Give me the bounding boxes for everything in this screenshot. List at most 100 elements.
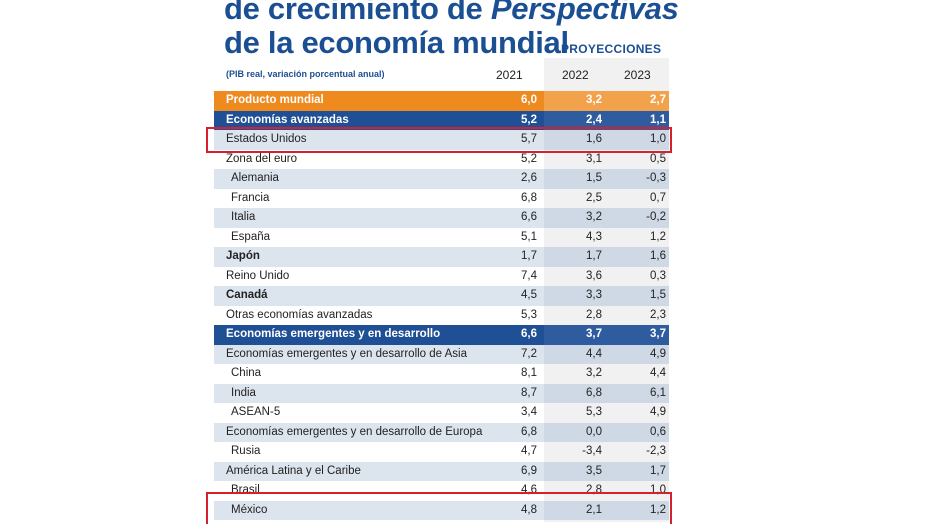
projection-column-shade xyxy=(544,481,669,501)
row-value: 4,8 xyxy=(521,503,537,516)
row-label: Economías avanzadas xyxy=(226,113,349,126)
row-value: 8,7 xyxy=(521,386,537,399)
projection-column-shade xyxy=(544,208,669,228)
row-value: 4,4 xyxy=(586,347,602,360)
row-value: 6,6 xyxy=(521,211,537,223)
table-row: Rusia 4,7 -3,4 -2,3 xyxy=(214,442,669,462)
row-value: 1,5 xyxy=(650,289,666,301)
row-label: Reino Unido xyxy=(226,269,290,282)
row-value: 0,5 xyxy=(650,152,666,165)
row-label: Economías emergentes y en desarrollo xyxy=(226,328,441,340)
row-value: 4,3 xyxy=(586,230,602,243)
row-value: -0,2 xyxy=(646,211,666,223)
projection-column-shade xyxy=(544,110,669,130)
table-row: Producto mundial 6,0 3,2 2,7 xyxy=(214,91,669,111)
row-label: Alemania xyxy=(231,172,279,184)
row-value: 0,3 xyxy=(650,269,666,282)
row-label: España xyxy=(231,230,271,243)
row-value: 1,6 xyxy=(586,133,602,145)
year-header: 2021 xyxy=(496,68,523,82)
year-header: 2023 xyxy=(624,68,651,82)
table-row: Francia 6,8 2,5 0,7 xyxy=(214,188,669,208)
row-value: 6,0 xyxy=(521,94,537,106)
projection-column-shade xyxy=(544,305,669,325)
projection-column-shade xyxy=(544,461,669,481)
row-label: Italia xyxy=(231,211,256,223)
table-row: Economías avanzadas 5,2 2,4 1,1 xyxy=(214,110,669,130)
row-value: 0,6 xyxy=(650,425,666,438)
table-row: España 5,1 4,3 1,2 xyxy=(214,227,669,247)
row-label: Otras economías avanzadas xyxy=(226,308,373,321)
row-value: 1,6 xyxy=(650,250,666,262)
table-row: Economías emergentes y en desarrollo 6,6 3… xyxy=(214,325,669,345)
row-value: 7,4 xyxy=(521,269,537,282)
projection-column-shade xyxy=(544,130,669,150)
row-value: 2,1 xyxy=(586,503,602,516)
row-value: 6,8 xyxy=(521,425,537,438)
projection-column-shade xyxy=(544,169,669,189)
table-row: Estados Unidos 5,7 1,6 1,0 xyxy=(214,130,669,150)
row-value: 5,1 xyxy=(521,230,537,243)
row-label: Economías emergentes y en desarrollo de … xyxy=(226,347,467,360)
projection-column-shade xyxy=(544,383,669,403)
projection-column-shade xyxy=(544,188,669,208)
row-label: Economías emergentes y en desarrollo de … xyxy=(226,425,483,438)
row-value: 3,1 xyxy=(586,152,602,165)
row-label: Estados Unidos xyxy=(226,133,307,145)
page-title-line2: de la economía mundial xyxy=(224,25,569,60)
projection-column-shade xyxy=(544,442,669,462)
row-value: 6,1 xyxy=(650,386,666,399)
row-value: 2,5 xyxy=(586,191,602,204)
row-value: 3,7 xyxy=(650,328,666,340)
row-value: 2,8 xyxy=(586,308,602,321)
row-label: Francia xyxy=(231,191,270,204)
row-value: 2,3 xyxy=(650,308,666,321)
row-label: ASEAN-5 xyxy=(231,406,281,418)
table-row: India 8,7 6,8 6,1 xyxy=(214,383,669,403)
row-value: 1,7 xyxy=(521,250,537,262)
table-row: Otras economías avanzadas 5,3 2,8 2,3 xyxy=(214,305,669,325)
table-row: Alemania 2,6 1,5 -0,3 xyxy=(214,169,669,189)
row-value: 3,2 xyxy=(586,367,602,379)
row-label: Rusia xyxy=(231,445,261,457)
highlight-box-mexico xyxy=(206,492,672,524)
row-value: 1,1 xyxy=(650,113,666,126)
projection-column-shade xyxy=(544,247,669,267)
row-value: 5,3 xyxy=(586,406,602,418)
growth-table: Producto mundial 6,0 3,2 2,7 Economías avanz… xyxy=(214,91,669,520)
row-value: 6,9 xyxy=(521,464,537,477)
table-row: Italia 6,6 3,2 -0,2 xyxy=(214,208,669,228)
row-value: 1,0 xyxy=(650,133,666,145)
row-value: 3,6 xyxy=(586,269,602,282)
projection-column-shade xyxy=(544,91,669,111)
row-value: -2,3 xyxy=(646,445,666,457)
row-value: 5,2 xyxy=(521,113,537,126)
projection-column-shade xyxy=(544,364,669,384)
highlight-box-united-states xyxy=(206,127,672,153)
projection-column-shade xyxy=(544,149,669,169)
row-value: 8,1 xyxy=(521,367,537,379)
row-value: 4,5 xyxy=(521,289,537,301)
table-row: Canadá 4,5 3,3 1,5 xyxy=(214,286,669,306)
row-label: Japón xyxy=(226,250,260,262)
row-value: 0,0 xyxy=(586,425,602,438)
row-value: 4,4 xyxy=(650,367,666,379)
row-value: 1,2 xyxy=(650,503,666,516)
row-value: 6,8 xyxy=(586,386,602,399)
page-title-line1: de crecimiento de Perspectivas xyxy=(224,0,679,26)
table-row: Economías emergentes y en desarrollo de … xyxy=(214,422,669,442)
row-value: 0,7 xyxy=(650,191,666,204)
row-value: 2,6 xyxy=(521,172,537,184)
projection-column-shade xyxy=(544,500,669,520)
projection-column-shade xyxy=(544,266,669,286)
row-value: 1,7 xyxy=(586,250,602,262)
projection-column-shade xyxy=(544,344,669,364)
row-label: América Latina y el Caribe xyxy=(226,464,361,477)
table-row: México 4,8 2,1 1,2 xyxy=(214,500,669,520)
table-row: China 8,1 3,2 4,4 xyxy=(214,364,669,384)
row-label: China xyxy=(231,367,262,379)
row-value: 3,3 xyxy=(586,289,602,301)
projections-badge: PROYECCIONES xyxy=(561,42,662,56)
units-note: (PIB real, variación porcentual anual) xyxy=(226,69,385,79)
row-value: -3,4 xyxy=(582,445,602,457)
